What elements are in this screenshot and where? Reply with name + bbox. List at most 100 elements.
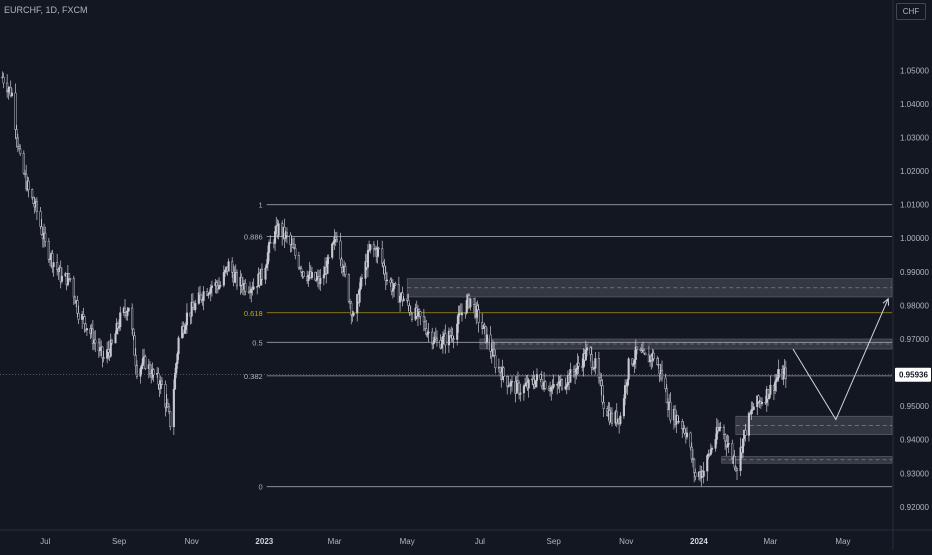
candle-body [44,232,47,242]
candle-body [484,326,487,343]
candle-body [233,273,236,283]
candle-body [135,365,138,377]
candle-body [731,443,734,459]
candle-body [464,312,467,314]
candle-body [372,244,375,249]
candle-body [22,153,25,174]
candle-body [715,427,718,440]
candle-body [485,334,489,343]
price-tick-label: 0.99000 [900,268,929,277]
candle-body [260,268,263,280]
candle-body [198,292,202,296]
candle-body [472,298,475,305]
candle-body [744,429,747,436]
candle-body [91,328,94,344]
candle-body [352,312,355,316]
time-tick-label: Mar [328,537,342,546]
candle-body [266,252,269,265]
candle-body [419,311,422,317]
candle-body [364,261,367,279]
fib-level-label: 0.5 [252,338,262,347]
candle-body [14,92,17,130]
candle-body [27,180,30,190]
candle-body [600,380,603,386]
candle-body [76,300,79,314]
candle-body [733,456,736,468]
candle-body [515,380,518,394]
candle-body [77,312,80,320]
candle-body [599,377,602,381]
time-tick-label: Jul [40,537,50,546]
candle-body [477,309,480,323]
candle-body [139,368,142,377]
currency-button[interactable]: CHF [896,3,926,20]
symbol-label[interactable]: EURCHF, 1D, FXCM [4,5,88,15]
candle-body [359,277,362,290]
candle-body [475,305,478,318]
candle-body [68,273,71,279]
candle-body [298,267,302,269]
candle-body [82,314,85,317]
candle-body [202,291,205,301]
candle-body [734,466,737,470]
candle-body [535,374,539,381]
candle-body [597,358,600,379]
time-tick-label: May [400,537,415,546]
candle-body [427,331,430,334]
candle-body [358,288,361,303]
candle-body [56,262,59,270]
candle-body [140,365,143,369]
candle-body [47,240,50,260]
candle-body [585,347,589,351]
candle-body [752,406,755,410]
candle-body [227,261,230,272]
candle-body [610,412,614,424]
candle-body [269,242,272,244]
fib-retracement-layer: 1 0.886 0.618 0.5 0.382 0 [244,201,892,492]
candle-body [658,364,661,374]
candle-body [35,201,38,212]
candle-body [240,276,243,286]
candle-body [314,272,317,281]
candle-body [126,310,129,316]
candle-body [177,337,180,355]
candle-body [9,87,12,97]
candle-body [39,211,42,227]
candle-body [643,349,646,354]
candle-body [319,277,322,284]
candle-body [499,367,502,373]
candle-body [340,258,343,268]
candle-body [575,368,578,376]
candle-body [23,173,27,175]
candle-body [776,377,779,381]
candle-body [109,339,112,357]
time-tick-label: 2023 [255,537,273,546]
candle-body [552,384,555,388]
candle-body [291,243,294,248]
candle-body [619,415,622,424]
candle-body [377,247,380,250]
projection-path [792,298,889,421]
candle-body [589,347,592,355]
candle-body [48,258,52,260]
candle-body [59,267,62,282]
price-tick-label: 1.04000 [900,100,929,109]
candle-body [222,272,225,286]
candle-body [235,272,238,287]
candle-body [294,248,297,256]
candle-body [148,364,152,374]
candle-body [569,369,572,383]
candle-body [724,434,727,442]
candle-body [510,381,514,383]
candle-body [315,278,318,281]
candle-body [40,226,43,235]
fib-level-label: 0 [259,483,263,492]
candle-body [424,321,427,330]
candle-body [402,298,405,302]
candle-body [422,315,425,323]
candle-body [52,262,55,268]
candle-body [584,349,587,361]
